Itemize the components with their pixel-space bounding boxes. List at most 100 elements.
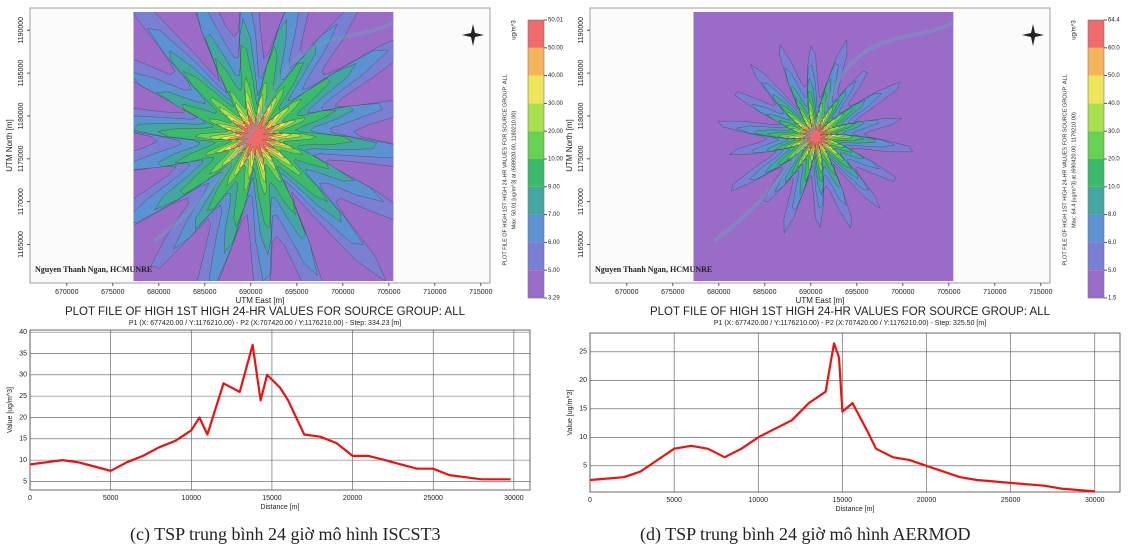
compass xyxy=(1022,24,1044,46)
colorbar-label: 40.00 xyxy=(548,73,564,79)
x-tick-label: 15000 xyxy=(262,495,282,502)
x-tick-label: 705000 xyxy=(377,289,400,296)
colorbar-label: 50.00 xyxy=(548,45,564,51)
x-tick-label: 0 xyxy=(588,497,592,504)
y-tick-label: 1190000 xyxy=(578,17,585,44)
y-tick-label: 1170000 xyxy=(18,188,25,215)
x-tick-label: 15000 xyxy=(833,497,853,504)
x-tick-label: 0 xyxy=(28,495,32,502)
line-series xyxy=(29,343,511,481)
compass xyxy=(462,24,484,46)
colorbar-label: 20.00 xyxy=(548,129,564,135)
y-tick-label: 1185000 xyxy=(18,60,25,87)
map-title: PLOT FILE OF HIGH 1ST HIGH 24-HR VALUES … xyxy=(502,74,508,265)
color-band xyxy=(528,270,544,298)
y-tick-label: 1175000 xyxy=(578,145,585,172)
colorbar-label: 5.00 xyxy=(548,268,560,274)
plot-area xyxy=(589,332,1121,493)
x-tick-label: 700000 xyxy=(331,289,354,296)
x-tick-label: 675000 xyxy=(661,289,684,296)
color-band xyxy=(528,47,544,76)
line-series xyxy=(589,342,1095,493)
color-band xyxy=(1088,47,1104,76)
colorbar-label: 10.0 xyxy=(1108,184,1120,190)
x-tick-label: 20000 xyxy=(917,497,937,504)
colorbar-unit: ug/m^3 xyxy=(1072,20,1078,40)
y-tick-label: 40 xyxy=(19,329,27,336)
y-tick-label: 20 xyxy=(579,377,587,384)
y-tick-label: 25 xyxy=(19,393,27,400)
x-tick-label: 30000 xyxy=(504,495,524,502)
caption: (c) TSP trung bình 24 giờ mô hình ISCST3 xyxy=(130,524,441,545)
plot-area xyxy=(29,329,531,491)
color-band xyxy=(528,75,544,104)
y-tick-label: 30 xyxy=(19,372,27,379)
color-band xyxy=(528,20,544,48)
x-tick-label: 695000 xyxy=(845,289,868,296)
x-tick-label: 685000 xyxy=(193,289,216,296)
color-band xyxy=(1088,75,1104,104)
map-subtitle: Max: 64.4 [ug/m^3] at (690420.00, 117921… xyxy=(1071,112,1077,228)
color-band xyxy=(1088,103,1104,132)
colorbar-label: 7.00 xyxy=(548,212,560,218)
caption: (d) TSP trung bình 24 giờ mô hình AERMOD xyxy=(640,524,971,545)
color-band xyxy=(1088,242,1104,271)
y-tick-label: 1185000 xyxy=(578,60,585,87)
river xyxy=(152,20,394,243)
chart-subtitle: P1 (X: 677420.00 / Y:1176210.00) - P2 (X… xyxy=(714,320,986,327)
x-tick-label: 705000 xyxy=(937,289,960,296)
x-tick-label: 685000 xyxy=(753,289,776,296)
y-tick-label: 15 xyxy=(19,436,27,443)
y-tick-label: 35 xyxy=(19,350,27,357)
x-tick-label: 30000 xyxy=(1085,497,1105,504)
color-band xyxy=(1088,20,1104,48)
x-axis-label: UTM East [m] xyxy=(796,296,845,305)
y-tick-label: 1190000 xyxy=(18,17,25,44)
x-tick-label: 680000 xyxy=(707,289,730,296)
y-tick-label: 10 xyxy=(19,457,27,464)
x-tick-label: 25000 xyxy=(423,495,443,502)
colorbar-label: 30.0 xyxy=(1108,129,1120,135)
x-tick-label: 670000 xyxy=(615,289,638,296)
colorbar-label: 30.00 xyxy=(548,101,564,107)
y-tick-label: 1175000 xyxy=(18,145,25,172)
x-tick-label: 710000 xyxy=(423,289,446,296)
y-tick-label: 10 xyxy=(579,434,587,441)
color-band xyxy=(528,159,544,187)
colorbar-label: 64.4 xyxy=(1108,18,1120,24)
x-axis-label: UTM East [m] xyxy=(236,296,285,305)
color-band xyxy=(528,103,544,132)
chart-subtitle: P1 (X: 677420.00 / Y:1176210.00) - P2 (X… xyxy=(129,320,401,327)
y-tick-label: 25 xyxy=(579,349,587,356)
color-band xyxy=(1088,159,1104,187)
y-tick-label: 5 xyxy=(583,463,587,470)
y-tick-label: 1165000 xyxy=(578,231,585,258)
x-tick-label: 670000 xyxy=(55,289,78,296)
x-tick-label: 20000 xyxy=(343,495,363,502)
y-tick-label: 1180000 xyxy=(18,102,25,129)
colorbar-label: 3.29 xyxy=(548,296,560,302)
river xyxy=(712,20,954,243)
y-tick-label: 1165000 xyxy=(18,231,25,258)
color-band xyxy=(1088,131,1104,159)
x-tick-label: 25000 xyxy=(1001,497,1021,504)
color-band xyxy=(528,214,544,243)
x-axis-label: Distance [m] xyxy=(261,504,300,511)
y-tick-label: 1170000 xyxy=(578,188,585,215)
chart-title: PLOT FILE OF HIGH 1ST HIGH 24-HR VALUES … xyxy=(65,306,466,318)
contour-field xyxy=(693,12,954,281)
y-axis-label: UTM North [m] xyxy=(5,119,14,171)
x-tick-label: 700000 xyxy=(891,289,914,296)
colorbar-label: 1.5 xyxy=(1108,296,1117,302)
colorbar-label: 50.0 xyxy=(1108,73,1120,79)
contour-band xyxy=(233,114,277,159)
colorbar-label: 5.0 xyxy=(1108,268,1117,274)
x-tick-label: 5000 xyxy=(103,495,119,502)
color-band xyxy=(1088,186,1104,215)
watermark: Nguyen Thanh Ngan, HCMUNRE xyxy=(595,265,712,274)
color-band xyxy=(528,131,544,159)
x-tick-label: 5000 xyxy=(666,497,682,504)
map-title: PLOT FILE OF HIGH 1ST HIGH 24-HR VALUES … xyxy=(1062,74,1068,265)
